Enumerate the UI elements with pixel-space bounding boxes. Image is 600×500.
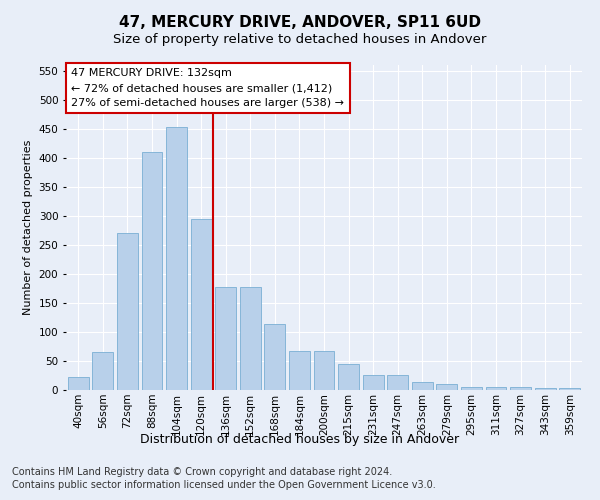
Bar: [387, 376, 408, 390]
Bar: [289, 350, 310, 390]
Bar: [338, 364, 359, 390]
Text: 47 MERCURY DRIVE: 132sqm
← 72% of detached houses are smaller (1,412)
27% of sem: 47 MERCURY DRIVE: 132sqm ← 72% of detach…: [71, 68, 344, 108]
Bar: [436, 384, 457, 390]
Bar: [314, 351, 334, 390]
Bar: [265, 324, 286, 390]
Bar: [166, 127, 187, 390]
Bar: [142, 152, 163, 390]
Text: Contains HM Land Registry data © Crown copyright and database right 2024.
Contai: Contains HM Land Registry data © Crown c…: [12, 467, 436, 490]
Bar: [191, 219, 212, 390]
Bar: [559, 388, 580, 390]
Bar: [240, 286, 261, 390]
Bar: [362, 376, 383, 390]
Bar: [412, 382, 433, 390]
Bar: [485, 386, 506, 390]
Text: Distribution of detached houses by size in Andover: Distribution of detached houses by size …: [140, 432, 460, 446]
Bar: [215, 286, 236, 390]
Text: Size of property relative to detached houses in Andover: Size of property relative to detached ho…: [113, 32, 487, 46]
Y-axis label: Number of detached properties: Number of detached properties: [23, 140, 33, 315]
Text: 47, MERCURY DRIVE, ANDOVER, SP11 6UD: 47, MERCURY DRIVE, ANDOVER, SP11 6UD: [119, 15, 481, 30]
Bar: [68, 377, 89, 390]
Bar: [117, 234, 138, 390]
Bar: [461, 386, 482, 390]
Bar: [92, 352, 113, 390]
Bar: [510, 387, 531, 390]
Bar: [535, 388, 556, 390]
